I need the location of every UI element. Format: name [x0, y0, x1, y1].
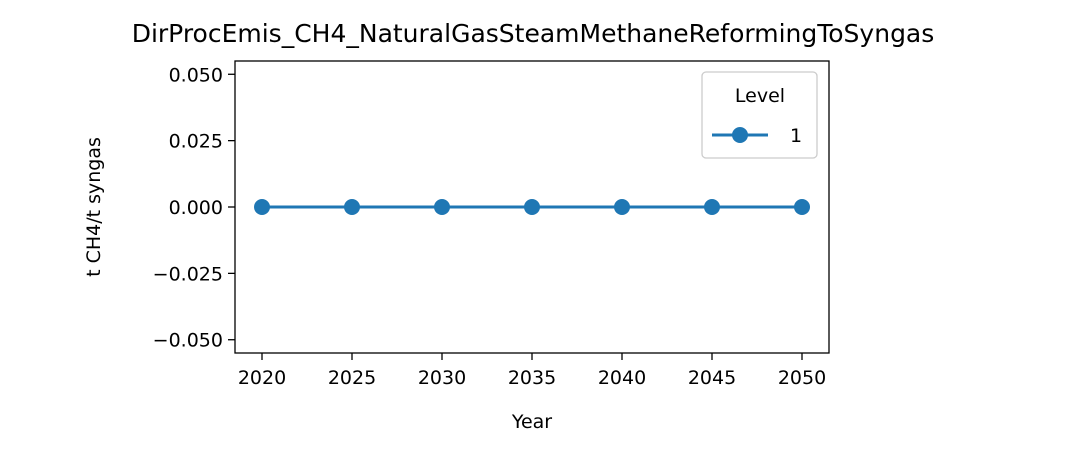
x-tick-label: 2025: [328, 367, 376, 389]
plot-area: [254, 199, 810, 215]
y-tick-label: −0.025: [153, 263, 223, 285]
data-point: [704, 199, 720, 215]
x-tick-label: 2020: [238, 367, 286, 389]
legend: Level 1: [701, 71, 818, 159]
x-axis-ticks: 2020 2025 2030 2035 2040 2045 2050: [238, 353, 826, 389]
y-tick-label: 0.050: [169, 64, 223, 86]
y-axis-label: t CH4/t syngas: [83, 137, 105, 277]
data-point: [434, 199, 450, 215]
y-tick-label: −0.050: [153, 330, 223, 352]
data-point: [614, 199, 630, 215]
x-tick-label: 2030: [418, 367, 466, 389]
legend-marker-swatch: [732, 127, 748, 143]
x-tick-label: 2050: [778, 367, 826, 389]
y-axis-ticks: 0.050 0.025 0.000 −0.025 −0.050: [153, 64, 235, 352]
y-tick-label: 0.025: [169, 131, 223, 153]
data-point: [524, 199, 540, 215]
chart-title: DirProcEmis_CH4_NaturalGasSteamMethaneRe…: [132, 19, 935, 48]
data-point: [794, 199, 810, 215]
y-tick-label: 0.000: [169, 197, 223, 219]
legend-entry-label: 1: [790, 125, 802, 147]
x-tick-label: 2035: [508, 367, 556, 389]
x-tick-label: 2045: [688, 367, 736, 389]
x-axis-label: Year: [511, 411, 552, 433]
plot-frame: [234, 60, 830, 354]
x-tick-label: 2040: [598, 367, 646, 389]
legend-title: Level: [735, 85, 785, 107]
data-point: [344, 199, 360, 215]
data-point: [254, 199, 270, 215]
